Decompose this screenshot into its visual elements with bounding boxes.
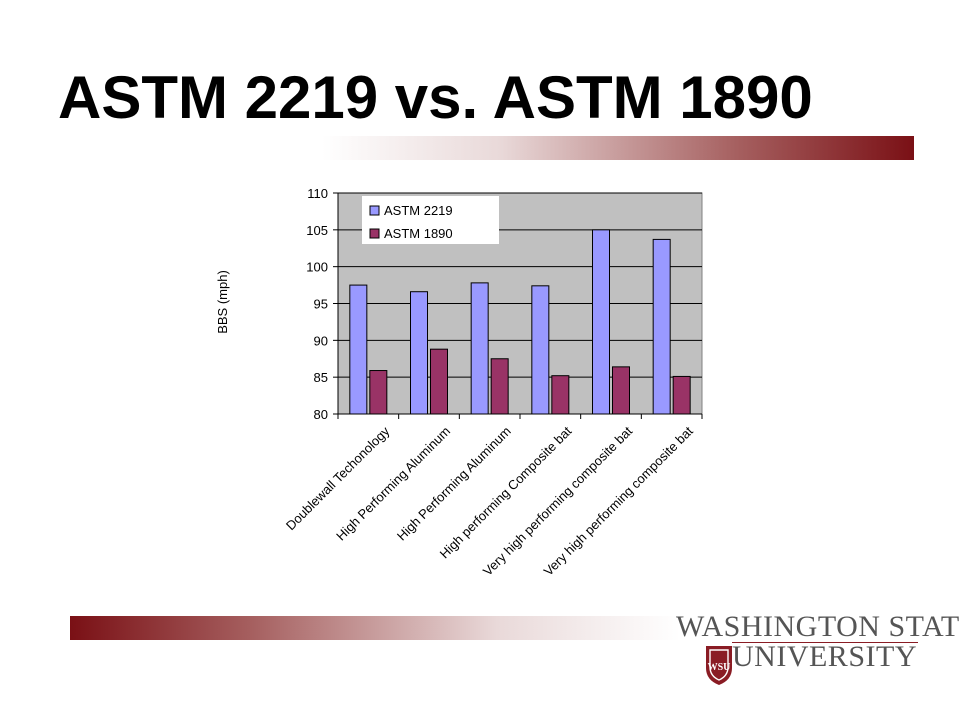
bar-astm-1890 xyxy=(490,358,509,415)
wsu-shield-icon: WSU xyxy=(706,646,732,685)
y-tick-label: 85 xyxy=(314,370,328,385)
bar-astm-1890 xyxy=(430,348,448,415)
bar-astm-2219 xyxy=(410,291,428,415)
y-tick-label: 90 xyxy=(314,333,328,348)
y-tick-label: 100 xyxy=(306,260,328,275)
y-tick-label: 80 xyxy=(314,407,328,422)
bar-astm-1890 xyxy=(369,370,388,415)
x-tick-label: High Performing Aluminum xyxy=(333,424,453,544)
y-axis-label: BBS (mph) xyxy=(215,270,230,334)
x-tick-label: High performing Composite bat xyxy=(437,423,575,561)
logo-wordmark-line2: UNIVERSITY xyxy=(732,640,917,673)
legend-label: ASTM 1890 xyxy=(384,226,453,241)
legend-box xyxy=(362,196,499,244)
y-tick-label: 105 xyxy=(306,223,328,238)
bar-astm-1890 xyxy=(551,375,570,415)
top-gradient-stripe xyxy=(322,136,914,160)
bar-astm-1890 xyxy=(672,375,691,415)
legend-swatch xyxy=(369,205,380,216)
y-tick-label: 95 xyxy=(314,297,328,312)
bar-astm-1890 xyxy=(612,366,630,415)
x-tick-label: High Performing Aluminum xyxy=(394,424,514,544)
legend-swatch xyxy=(369,228,380,239)
bar-astm-2219 xyxy=(531,285,550,415)
x-tick-label: Doublewall Techonology xyxy=(283,423,393,533)
bar-astm-2219 xyxy=(470,282,489,415)
logo-seal-letters: WSU xyxy=(708,662,731,673)
bar-astm-2219 xyxy=(349,284,368,415)
slide-title: ASTM 2219 vs. ASTM 1890 xyxy=(58,64,813,131)
wsu-logo: WASHINGTON STATE WSU UNIVERSITY xyxy=(676,608,960,688)
logo-divider xyxy=(732,642,918,643)
bar-astm-2219 xyxy=(592,229,610,415)
y-tick-label: 110 xyxy=(307,186,328,201)
bar-astm-2219 xyxy=(652,238,671,415)
bottom-gradient-stripe xyxy=(70,616,680,640)
legend-label: ASTM 2219 xyxy=(384,203,453,218)
logo-wordmark-line1: WASHINGTON STATE xyxy=(676,610,960,643)
